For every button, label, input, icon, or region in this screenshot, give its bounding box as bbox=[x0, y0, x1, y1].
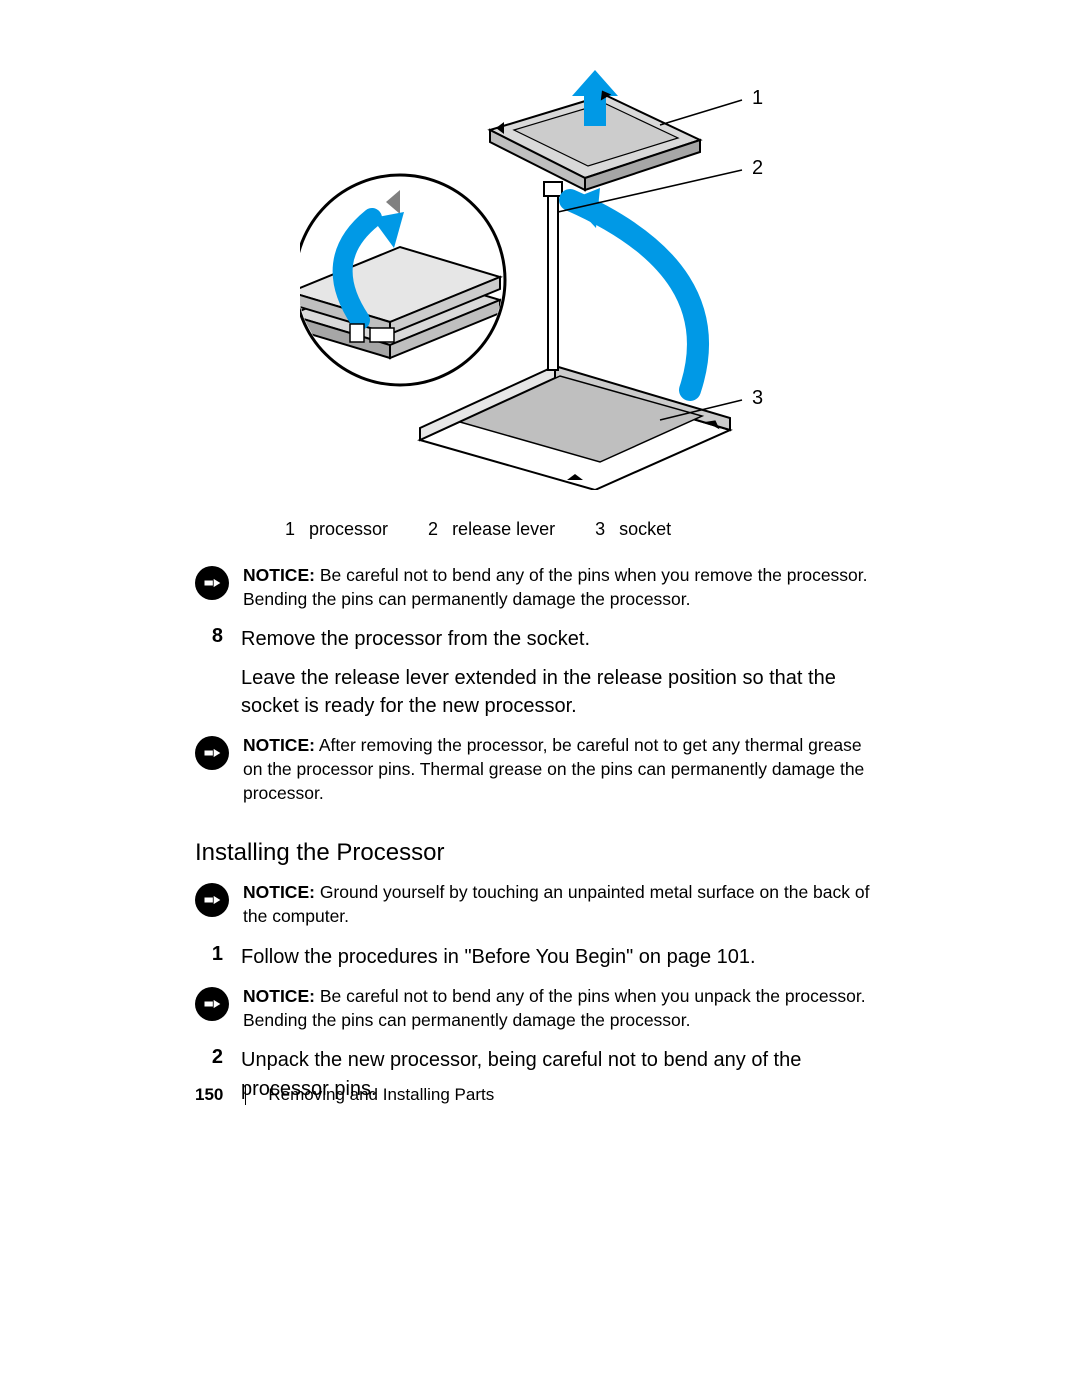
legend-item: 2 release lever bbox=[428, 519, 555, 540]
notice-body: Ground yourself by touching an unpainted… bbox=[243, 882, 869, 926]
notice-label: NOTICE: bbox=[243, 882, 315, 902]
legend-num: 1 bbox=[285, 519, 295, 540]
notice-label: NOTICE: bbox=[243, 735, 315, 755]
processor-diagram: 1 2 3 bbox=[300, 70, 780, 495]
step-text: Remove the processor from the socket. Le… bbox=[241, 625, 885, 720]
page-footer: 150 Removing and Installing Parts bbox=[195, 1085, 494, 1105]
step: 8 Remove the processor from the socket. … bbox=[195, 625, 885, 720]
callout-2: 2 bbox=[752, 157, 763, 179]
notice-label: NOTICE: bbox=[243, 565, 315, 585]
step-number: 1 bbox=[195, 943, 223, 966]
notice: NOTICE: Ground yourself by touching an u… bbox=[195, 881, 885, 928]
notice-text: NOTICE: Be careful not to bend any of th… bbox=[243, 985, 885, 1032]
legend-label: socket bbox=[619, 519, 671, 540]
chapter-title: Removing and Installing Parts bbox=[268, 1085, 494, 1105]
page-content: 1 2 3 1 processor 2 release lever 3 sock… bbox=[195, 70, 885, 1117]
step-number: 8 bbox=[195, 625, 223, 648]
footer-separator bbox=[245, 1085, 246, 1105]
step-line: Leave the release lever extended in the … bbox=[241, 664, 885, 721]
notice-text: NOTICE: After removing the processor, be… bbox=[243, 734, 885, 805]
legend-label: processor bbox=[309, 519, 388, 540]
step-text: Follow the procedures in "Before You Beg… bbox=[241, 943, 756, 971]
callout-3: 3 bbox=[752, 387, 763, 409]
section-heading: Installing the Processor bbox=[195, 839, 885, 867]
notice-text: NOTICE: Ground yourself by touching an u… bbox=[243, 881, 885, 928]
legend-num: 3 bbox=[595, 519, 605, 540]
notice-icon bbox=[195, 987, 229, 1021]
notice-body: Be careful not to bend any of the pins w… bbox=[243, 986, 866, 1030]
notice-label: NOTICE: bbox=[243, 986, 315, 1006]
legend-item: 1 processor bbox=[285, 519, 388, 540]
step-line: Remove the processor from the socket. bbox=[241, 625, 885, 653]
notice-icon bbox=[195, 736, 229, 770]
notice: NOTICE: Be careful not to bend any of th… bbox=[195, 985, 885, 1032]
notice: NOTICE: After removing the processor, be… bbox=[195, 734, 885, 805]
notice-icon bbox=[195, 566, 229, 600]
notice-text: NOTICE: Be careful not to bend any of th… bbox=[243, 564, 885, 611]
step: 1 Follow the procedures in "Before You B… bbox=[195, 943, 885, 971]
notice-icon bbox=[195, 883, 229, 917]
notice-body: Be careful not to bend any of the pins w… bbox=[243, 565, 868, 609]
page-number: 150 bbox=[195, 1085, 223, 1105]
step-number: 2 bbox=[195, 1046, 223, 1069]
diagram-legend: 1 processor 2 release lever 3 socket bbox=[285, 519, 885, 540]
notice: NOTICE: Be careful not to bend any of th… bbox=[195, 564, 885, 611]
callout-1: 1 bbox=[752, 87, 763, 109]
legend-item: 3 socket bbox=[595, 519, 671, 540]
legend-label: release lever bbox=[452, 519, 555, 540]
notice-body: After removing the processor, be careful… bbox=[243, 735, 864, 802]
diagram-svg: 1 2 3 bbox=[300, 70, 780, 490]
legend-num: 2 bbox=[428, 519, 438, 540]
